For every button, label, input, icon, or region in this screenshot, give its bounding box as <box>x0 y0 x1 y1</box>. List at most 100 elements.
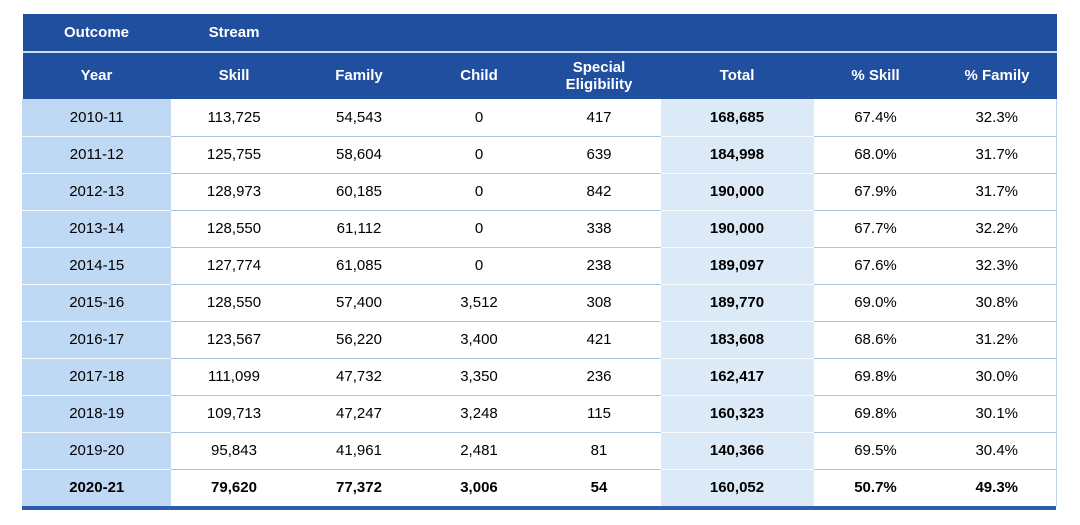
cell-family: 61,085 <box>297 247 421 285</box>
cell-pct-skill: 69.0% <box>813 284 938 322</box>
table-row: 2020-21 79,620 77,372 3,006 54 160,052 5… <box>22 469 1057 506</box>
cell-family: 47,732 <box>297 358 421 396</box>
cell-pct-skill: 67.6% <box>813 247 938 285</box>
cell-pct-family: 49.3% <box>937 469 1057 506</box>
cell-skill: 95,843 <box>170 432 298 470</box>
column-header-special-eligibility: Special Eligibility <box>537 52 661 99</box>
cell-pct-skill: 68.0% <box>813 136 938 174</box>
column-header-pct-skill: % Skill <box>813 52 938 99</box>
table-row: 2015-16 128,550 57,400 3,512 308 189,770… <box>22 284 1057 322</box>
cell-year: 2017-18 <box>22 358 171 396</box>
group-header-outcome: Outcome <box>22 14 171 53</box>
cell-family: 56,220 <box>297 321 421 359</box>
cell-year: 2014-15 <box>22 247 171 285</box>
cell-child: 0 <box>420 99 538 137</box>
cell-special-eligibility: 236 <box>537 358 661 396</box>
cell-pct-skill: 67.7% <box>813 210 938 248</box>
cell-pct-family: 30.8% <box>937 284 1057 322</box>
table-row: 2017-18 111,099 47,732 3,350 236 162,417… <box>22 358 1057 396</box>
cell-family: 61,112 <box>297 210 421 248</box>
cell-skill: 127,774 <box>170 247 298 285</box>
cell-special-eligibility: 54 <box>537 469 661 506</box>
table-row: 2012-13 128,973 60,185 0 842 190,000 67.… <box>22 173 1057 211</box>
cell-total: 162,417 <box>660 358 814 396</box>
cell-pct-family: 32.2% <box>937 210 1057 248</box>
cell-skill: 111,099 <box>170 358 298 396</box>
table-row: 2019-20 95,843 41,961 2,481 81 140,366 6… <box>22 432 1057 470</box>
cell-family: 77,372 <box>297 469 421 506</box>
cell-total: 190,000 <box>660 210 814 248</box>
cell-special-eligibility: 421 <box>537 321 661 359</box>
cell-year: 2010-11 <box>22 99 171 137</box>
cell-special-eligibility: 417 <box>537 99 661 137</box>
cell-pct-skill: 68.6% <box>813 321 938 359</box>
cell-pct-skill: 69.8% <box>813 358 938 396</box>
cell-child: 0 <box>420 136 538 174</box>
cell-child: 3,350 <box>420 358 538 396</box>
cell-child: 0 <box>420 247 538 285</box>
cell-total: 189,770 <box>660 284 814 322</box>
cell-pct-skill: 69.8% <box>813 395 938 433</box>
cell-family: 54,543 <box>297 99 421 137</box>
table-row: 2011-12 125,755 58,604 0 639 184,998 68.… <box>22 136 1057 174</box>
cell-total: 183,608 <box>660 321 814 359</box>
cell-skill: 109,713 <box>170 395 298 433</box>
cell-pct-family: 31.7% <box>937 173 1057 211</box>
cell-child: 3,512 <box>420 284 538 322</box>
cell-pct-skill: 67.9% <box>813 173 938 211</box>
table-row: 2010-11 113,725 54,543 0 417 168,685 67.… <box>22 99 1057 137</box>
table-row: 2018-19 109,713 47,247 3,248 115 160,323… <box>22 395 1057 433</box>
table-row: 2013-14 128,550 61,112 0 338 190,000 67.… <box>22 210 1057 248</box>
cell-child: 2,481 <box>420 432 538 470</box>
cell-pct-skill: 67.4% <box>813 99 938 137</box>
cell-child: 0 <box>420 210 538 248</box>
column-header-family: Family <box>297 52 421 99</box>
cell-pct-family: 30.0% <box>937 358 1057 396</box>
cell-family: 60,185 <box>297 173 421 211</box>
group-header-row: Outcome Stream <box>22 14 1057 53</box>
cell-pct-family: 32.3% <box>937 247 1057 285</box>
cell-total: 160,323 <box>660 395 814 433</box>
cell-child: 3,248 <box>420 395 538 433</box>
cell-total: 189,097 <box>660 247 814 285</box>
cell-special-eligibility: 238 <box>537 247 661 285</box>
cell-year: 2012-13 <box>22 173 171 211</box>
cell-special-eligibility: 639 <box>537 136 661 174</box>
cell-family: 57,400 <box>297 284 421 322</box>
cell-total: 140,366 <box>660 432 814 470</box>
cell-child: 0 <box>420 173 538 211</box>
cell-year: 2018-19 <box>22 395 171 433</box>
cell-pct-family: 31.2% <box>937 321 1057 359</box>
cell-special-eligibility: 338 <box>537 210 661 248</box>
cell-special-eligibility: 842 <box>537 173 661 211</box>
cell-total: 160,052 <box>660 469 814 506</box>
cell-pct-family: 30.4% <box>937 432 1057 470</box>
cell-family: 47,247 <box>297 395 421 433</box>
cell-year: 2011-12 <box>22 136 171 174</box>
cell-skill: 113,725 <box>170 99 298 137</box>
cell-year: 2020-21 <box>22 469 171 506</box>
cell-skill: 128,550 <box>170 284 298 322</box>
cell-year: 2019-20 <box>22 432 171 470</box>
cell-child: 3,400 <box>420 321 538 359</box>
group-header-spacer <box>297 14 1057 53</box>
column-header-skill: Skill <box>170 52 298 99</box>
cell-total: 190,000 <box>660 173 814 211</box>
group-header-stream: Stream <box>170 14 298 53</box>
column-header-year: Year <box>22 52 171 99</box>
cell-pct-family: 32.3% <box>937 99 1057 137</box>
cell-skill: 125,755 <box>170 136 298 174</box>
cell-pct-family: 31.7% <box>937 136 1057 174</box>
cell-year: 2015-16 <box>22 284 171 322</box>
table-row: 2016-17 123,567 56,220 3,400 421 183,608… <box>22 321 1057 359</box>
cell-child: 3,006 <box>420 469 538 506</box>
cell-skill: 123,567 <box>170 321 298 359</box>
cell-pct-skill: 69.5% <box>813 432 938 470</box>
cell-special-eligibility: 115 <box>537 395 661 433</box>
column-header-pct-family: % Family <box>937 52 1057 99</box>
cell-total: 184,998 <box>660 136 814 174</box>
cell-special-eligibility: 81 <box>537 432 661 470</box>
cell-pct-skill: 50.7% <box>813 469 938 506</box>
column-header-row: Year Skill Family Child Special Eligibil… <box>22 52 1057 99</box>
outcome-by-stream-table-container: Outcome Stream Year Skill Family Child S… <box>22 14 1057 510</box>
